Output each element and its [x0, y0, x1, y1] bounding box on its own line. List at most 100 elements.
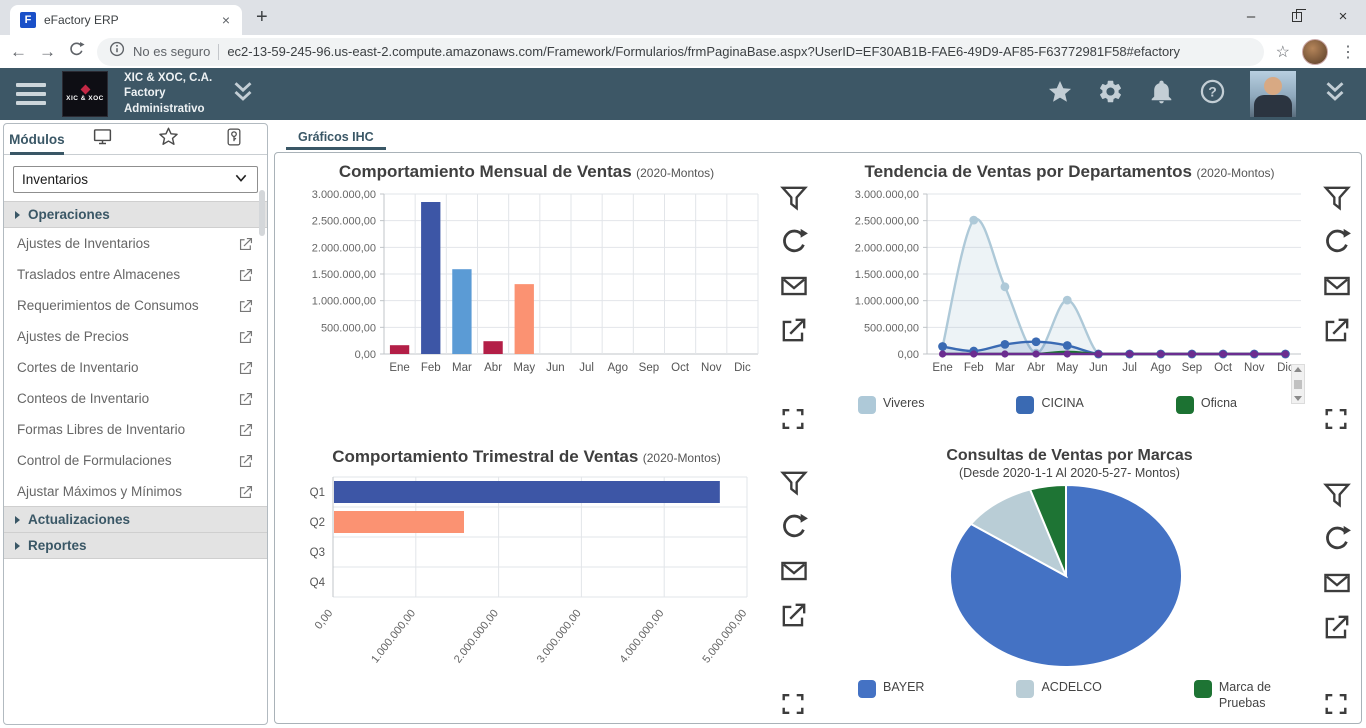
- filter-icon[interactable]: [779, 468, 809, 498]
- legend-swatch-icon: [1193, 680, 1212, 698]
- svg-text:0,00: 0,00: [312, 607, 335, 631]
- sidebar-item[interactable]: Ajustes de Precios: [4, 321, 267, 352]
- fullscreen-icon[interactable]: [780, 691, 806, 717]
- open-external-icon[interactable]: [238, 360, 254, 376]
- sidebar-tab-access[interactable]: [201, 124, 267, 154]
- accordion-section-operaciones[interactable]: Operaciones: [4, 201, 267, 228]
- svg-text:1.000.000,00: 1.000.000,00: [854, 296, 918, 308]
- tab-close-icon[interactable]: ×: [221, 12, 230, 28]
- new-tab-button[interactable]: +: [256, 6, 268, 28]
- legend-item-viveres[interactable]: Viveres: [858, 396, 924, 414]
- reload-button[interactable]: [68, 41, 85, 63]
- open-external-icon[interactable]: [238, 267, 254, 283]
- legend-item-marca-de-pruebas[interactable]: Marca de Pruebas: [1193, 680, 1281, 711]
- legend-item-oficna[interactable]: Oficna: [1175, 396, 1237, 414]
- sidebar-item-label: Conteos de Inventario: [17, 391, 150, 406]
- tab-graficos-ihc[interactable]: Gráficos IHC: [286, 125, 386, 150]
- notifications-bell-icon[interactable]: [1148, 78, 1175, 110]
- mail-icon[interactable]: [779, 271, 809, 301]
- info-icon[interactable]: [109, 41, 125, 62]
- browser-profile-avatar[interactable]: [1302, 38, 1328, 65]
- sidebar-item[interactable]: Control de Formulaciones: [4, 445, 267, 476]
- hamburger-menu-icon[interactable]: [16, 83, 46, 105]
- filter-icon[interactable]: [1322, 183, 1352, 213]
- refresh-icon[interactable]: [1322, 227, 1352, 257]
- sidebar-tab-favorites[interactable]: [136, 124, 202, 154]
- window-close-button[interactable]: ×: [1338, 8, 1348, 25]
- open-external-icon[interactable]: [238, 453, 254, 469]
- fullscreen-icon[interactable]: [1323, 406, 1349, 432]
- scroll-thumb[interactable]: [1294, 379, 1302, 389]
- efactory-favicon-icon: F: [20, 12, 36, 28]
- open-external-icon[interactable]: [238, 484, 254, 500]
- fullscreen-icon[interactable]: [780, 406, 806, 432]
- legend-label: BAYER: [883, 680, 925, 694]
- chart-panel-departments-trend: Tendencia de Ventas por Departamentos (2…: [818, 153, 1361, 438]
- favorites-star-icon[interactable]: [1047, 79, 1073, 110]
- forward-button[interactable]: →: [39, 41, 56, 61]
- legend-label: ACDELCO: [1041, 680, 1102, 694]
- sidebar-item[interactable]: Requerimientos de Consumos: [4, 290, 267, 321]
- svg-text:2.500.000,00: 2.500.000,00: [854, 216, 918, 228]
- fullscreen-icon[interactable]: [1323, 691, 1349, 717]
- refresh-icon[interactable]: [779, 512, 809, 542]
- open-external-icon[interactable]: [238, 329, 254, 345]
- chevron-down-icon: [233, 170, 249, 189]
- back-button[interactable]: ←: [10, 41, 27, 61]
- legend-item-cicina[interactable]: CICINA: [1016, 396, 1084, 414]
- external-link-icon[interactable]: [1322, 315, 1352, 345]
- settings-gear-icon[interactable]: [1097, 78, 1124, 110]
- svg-text:Ene: Ene: [389, 362, 409, 374]
- open-external-icon[interactable]: [238, 298, 254, 314]
- scroll-up-icon[interactable]: [1294, 367, 1302, 372]
- sidebar-item[interactable]: Ajustes de Inventarios: [4, 228, 267, 259]
- sidebar-item-label: Ajustes de Precios: [17, 329, 129, 344]
- sidebar-item[interactable]: Formas Libres de Inventario: [4, 414, 267, 445]
- legend-scrollbar[interactable]: [1291, 364, 1305, 404]
- sidebar-item[interactable]: Ajustar Máximos y Mínimos: [4, 476, 267, 507]
- external-link-icon[interactable]: [779, 315, 809, 345]
- module-select[interactable]: Inventarios: [13, 166, 258, 193]
- open-external-icon[interactable]: [238, 236, 254, 252]
- main-area: Gráficos IHC Comportamiento Mensual de V…: [270, 120, 1366, 728]
- sidebar: Módulos Inventarios Operaciones Ajustes d…: [0, 120, 270, 728]
- bookmark-star-icon[interactable]: ☆: [1275, 43, 1290, 61]
- chart-panel-quarterly-sales: Comportamiento Trimestral de Ventas (202…: [275, 438, 818, 723]
- accordion-section-actualizaciones[interactable]: Actualizaciones: [4, 506, 267, 533]
- mail-icon[interactable]: [779, 556, 809, 586]
- sidebar-item[interactable]: Traslados entre Almacenes: [4, 259, 267, 290]
- sidebar-tab-monitor[interactable]: [70, 124, 136, 154]
- filter-icon[interactable]: [779, 183, 809, 213]
- help-icon[interactable]: ?: [1199, 78, 1226, 110]
- scroll-down-icon[interactable]: [1294, 396, 1302, 401]
- external-link-icon[interactable]: [779, 600, 809, 630]
- mail-icon[interactable]: [1322, 271, 1352, 301]
- window-minimize-button[interactable]: –: [1246, 8, 1256, 25]
- accordion-section-reportes[interactable]: Reportes: [4, 532, 267, 559]
- user-profile-photo[interactable]: [1250, 71, 1296, 117]
- svg-text:3.000.000,00: 3.000.000,00: [854, 189, 918, 201]
- legend-item-acdelco[interactable]: ACDELCO: [1016, 680, 1102, 711]
- sidebar-item[interactable]: Conteos de Inventario: [4, 383, 267, 414]
- sidebar-tab-modulos[interactable]: Módulos: [4, 124, 70, 155]
- svg-text:Jul: Jul: [579, 362, 594, 374]
- sidebar-item[interactable]: Cortes de Inventario: [4, 352, 267, 383]
- window-restore-button[interactable]: [1274, 0, 1320, 33]
- refresh-icon[interactable]: [779, 227, 809, 257]
- external-link-icon[interactable]: [1322, 612, 1352, 642]
- browser-tab[interactable]: F eFactory ERP ×: [10, 5, 242, 35]
- refresh-icon[interactable]: [1322, 524, 1352, 554]
- company-expand-chevron-icon[interactable]: [228, 77, 258, 112]
- browser-menu-icon[interactable]: ⋮: [1340, 43, 1356, 61]
- mail-icon[interactable]: [1322, 568, 1352, 598]
- filter-icon[interactable]: [1322, 480, 1352, 510]
- profile-expand-chevron-icon[interactable]: [1320, 77, 1350, 112]
- address-bar[interactable]: No es seguro ec2-13-59-245-96.us-east-2.…: [97, 37, 1264, 66]
- svg-text:3.000.000,00: 3.000.000,00: [534, 607, 583, 665]
- svg-text:Q4: Q4: [309, 577, 325, 589]
- sidebar-scrollbar[interactable]: [259, 190, 265, 236]
- open-external-icon[interactable]: [238, 422, 254, 438]
- legend-item-bayer[interactable]: BAYER: [858, 680, 924, 711]
- url-text[interactable]: ec2-13-59-245-96.us-east-2.compute.amazo…: [227, 44, 1181, 59]
- open-external-icon[interactable]: [238, 391, 254, 407]
